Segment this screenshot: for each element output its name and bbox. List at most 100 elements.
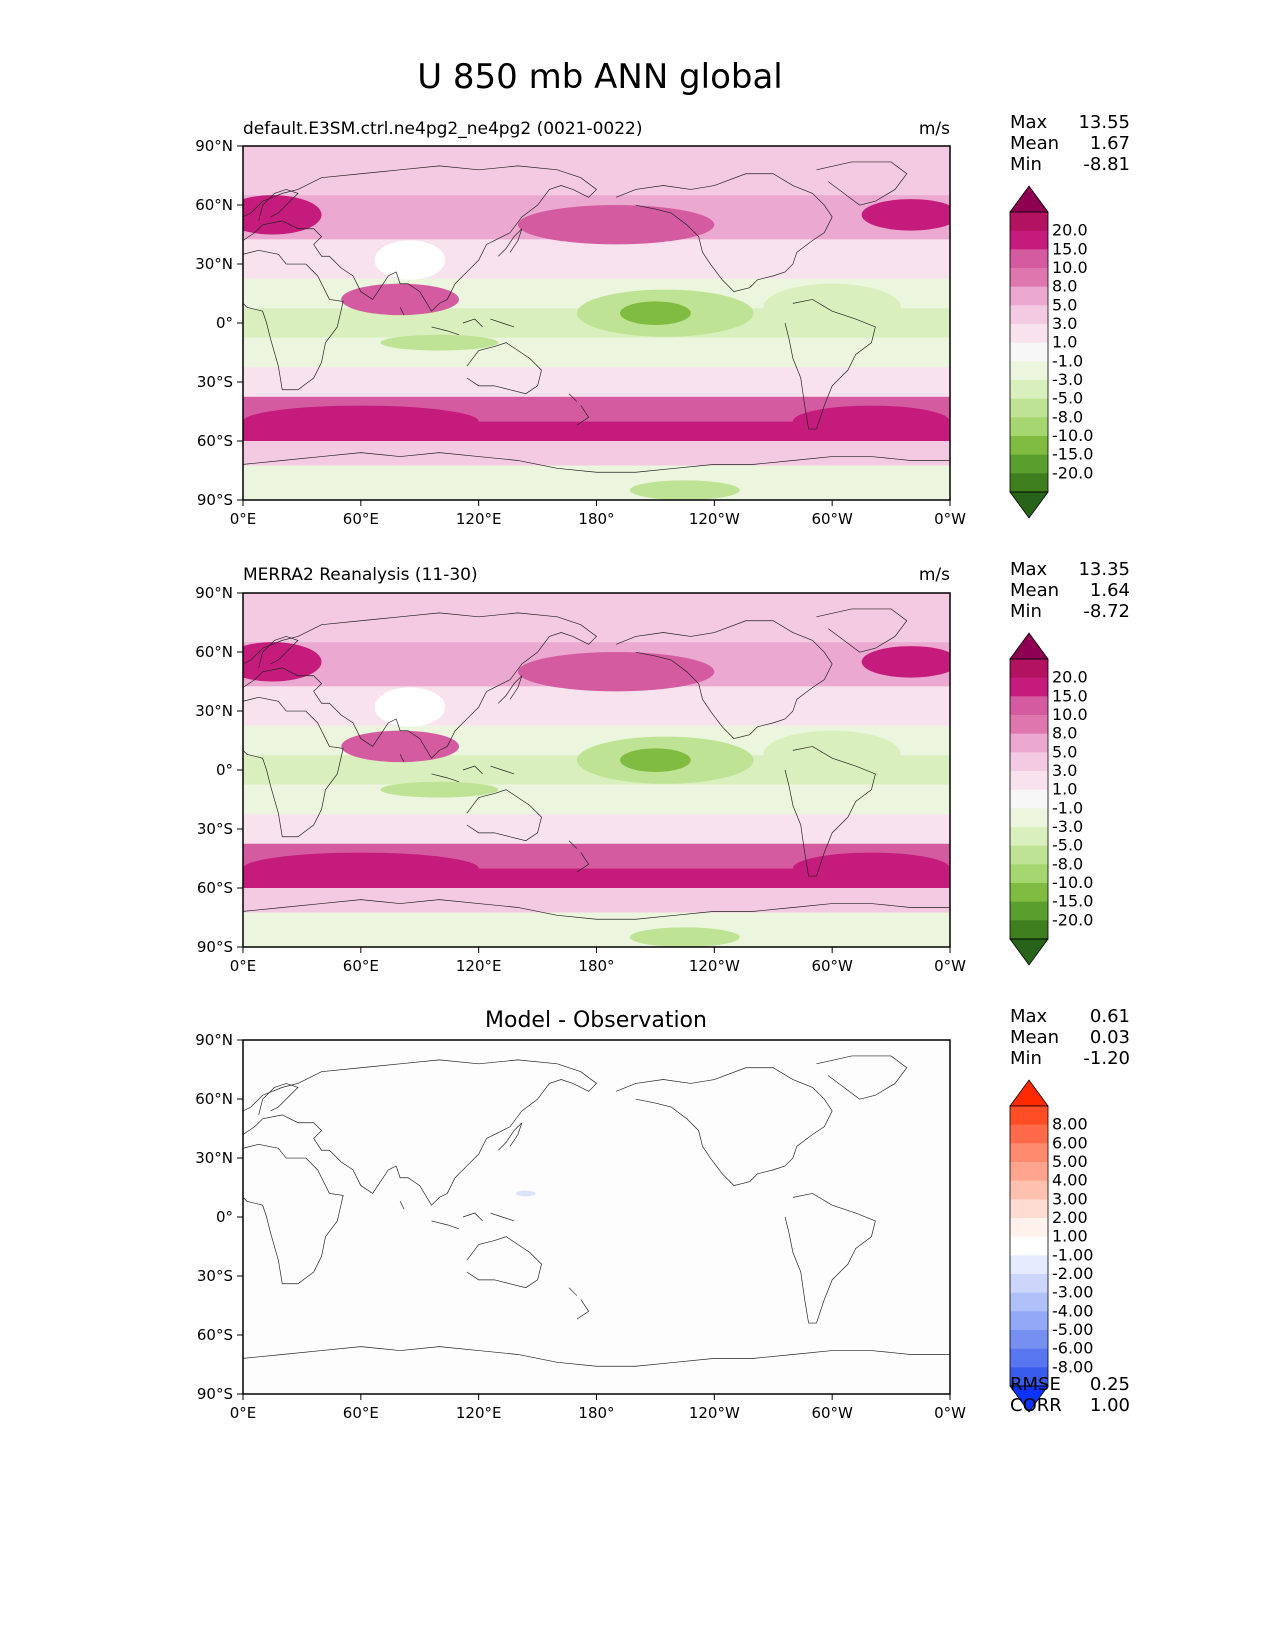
colorbar-bin (1010, 305, 1048, 325)
y-tick-label: 60°S (197, 1326, 233, 1344)
colorbar-tick-label: -8.0 (1052, 407, 1083, 426)
colorbar-bin (1010, 733, 1048, 753)
colorbar-tick-label: -20.0 (1052, 463, 1093, 482)
y-tick-label: 60°N (195, 1090, 233, 1108)
stat-value: -8.81 (1083, 154, 1130, 175)
x-tick-label: 120°W (689, 510, 740, 528)
field-band (243, 146, 950, 196)
colorbar-bin (1010, 1124, 1048, 1144)
field-blob (763, 283, 901, 331)
colorbar-extend-max (1009, 632, 1049, 660)
stat-label: Max (1010, 112, 1048, 133)
colorbar-bin (1010, 286, 1048, 306)
colorbar-tick-label: 3.0 (1052, 761, 1077, 780)
colorbar-bin (1010, 417, 1048, 437)
field-band (243, 441, 950, 466)
colorbar-extend-max (1009, 185, 1049, 213)
panel-title: MERRA2 Reanalysis (11-30) (243, 565, 478, 585)
colorbar-tick-label: 15.0 (1052, 239, 1088, 258)
colorbar-tick-label: 5.00 (1052, 1152, 1088, 1171)
colorbar-tick-label: -5.00 (1052, 1320, 1093, 1339)
colorbar-tick-label: 1.00 (1052, 1227, 1088, 1246)
stats-box: Max 13.35 Mean 1.64 Min -8.72 (1010, 559, 1130, 622)
colorbar-tick-label: 10.0 (1052, 705, 1088, 724)
colorbar-tick-label: -10.0 (1052, 873, 1093, 892)
y-tick-label: 60°N (195, 643, 233, 661)
stat-value: 1.00 (1090, 1395, 1130, 1416)
colorbar-tick-label: -1.0 (1052, 798, 1083, 817)
x-tick-label: 0°E (230, 1404, 257, 1422)
stat-label: Mean (1010, 1027, 1059, 1048)
x-tick-label: 0°E (230, 510, 257, 528)
stats-box: Max 0.61 Mean 0.03 Min -1.20 (1010, 1006, 1130, 1069)
y-tick-label: 30°N (195, 702, 233, 720)
x-tick-label: 60°E (343, 957, 379, 975)
field-blob (861, 646, 950, 678)
field-blob (243, 405, 479, 438)
y-tick-label: 60°S (197, 432, 233, 450)
colorbar-bin (1010, 659, 1048, 679)
colorbar-bin (1010, 342, 1048, 362)
colorbar-bin (1010, 1106, 1048, 1126)
colorbar-tick-label: -15.0 (1052, 892, 1093, 911)
colorbar-bin (1010, 827, 1048, 847)
panel-model: default.E3SM.ctrl.ne4pg2_ne4pg2 (0021-00… (195, 112, 1130, 528)
y-tick-label: 0° (216, 761, 233, 779)
stat-value: 0.03 (1090, 1027, 1130, 1048)
field-band (243, 814, 950, 844)
y-tick-label: 30°N (195, 255, 233, 273)
y-tick-label: 90°S (197, 1385, 233, 1403)
colorbar-bin (1010, 1199, 1048, 1219)
field-background (243, 1040, 950, 1394)
panel-observation: MERRA2 Reanalysis (11-30) m/s 0°E 60°E 120… (195, 559, 1130, 975)
field-blob (629, 480, 740, 500)
colorbar-bin (1010, 752, 1048, 772)
panel-units: m/s (919, 565, 950, 585)
colorbar-frame (1009, 211, 1049, 493)
colorbar-tick-label: -3.00 (1052, 1283, 1093, 1302)
colorbar-bin (1010, 1330, 1048, 1350)
panel-difference: Model - Observation 0°E 60°E 120°E 180° 120°… (195, 1006, 1130, 1422)
y-tick-label: 90°S (197, 491, 233, 509)
field-band (243, 367, 950, 397)
rmse-corr-box: RMSE 0.25 CORR 1.00 (1010, 1374, 1130, 1416)
stat-label: Max (1010, 1006, 1048, 1027)
x-tick-label: 60°E (343, 1404, 379, 1422)
stat-label: Min (1010, 1048, 1042, 1069)
colorbar-bin (1010, 1311, 1048, 1331)
colorbar-bin (1010, 883, 1048, 903)
colorbar-tick-label: 5.0 (1052, 742, 1077, 761)
stat-value: 0.61 (1090, 1006, 1130, 1027)
y-tick-label: 60°S (197, 879, 233, 897)
colorbar-bin (1010, 1255, 1048, 1275)
field-blob (861, 199, 950, 231)
map-area (243, 593, 950, 947)
y-tick-label: 0° (216, 314, 233, 332)
x-tick-label: 0°E (230, 957, 257, 975)
colorbar-tick-label: -4.00 (1052, 1301, 1093, 1320)
colorbar-tick-label: -6.00 (1052, 1339, 1093, 1358)
field-blob (380, 334, 499, 351)
colorbar-bin (1010, 1162, 1048, 1182)
y-tick-label: 90°S (197, 938, 233, 956)
stat-label: Max (1010, 559, 1048, 580)
colorbar-bin (1010, 324, 1048, 344)
colorbar-bin (1010, 696, 1048, 716)
colorbar-tick-label: -5.0 (1052, 389, 1083, 408)
x-tick-label: 0°W (934, 957, 966, 975)
colorbar-bin (1010, 1367, 1048, 1387)
colorbar-tick-label: 1.0 (1052, 780, 1077, 799)
colorbar-bin (1010, 677, 1048, 697)
colorbar: 20.015.010.08.05.03.01.0-1.0-3.0-5.0-8.0… (1009, 185, 1093, 519)
colorbar-bin (1010, 361, 1048, 381)
field-band (243, 686, 950, 726)
field-band (243, 888, 950, 913)
colorbar-bin (1010, 845, 1048, 865)
stat-value: 1.67 (1090, 133, 1130, 154)
colorbar-tick-label: 3.0 (1052, 314, 1077, 333)
x-tick-label: 180° (578, 510, 614, 528)
colorbar-tick-label: 8.00 (1052, 1115, 1088, 1134)
colorbar: 20.015.010.08.05.03.01.0-1.0-3.0-5.0-8.0… (1009, 632, 1093, 966)
x-tick-label: 180° (578, 1404, 614, 1422)
field-blob (629, 927, 740, 947)
